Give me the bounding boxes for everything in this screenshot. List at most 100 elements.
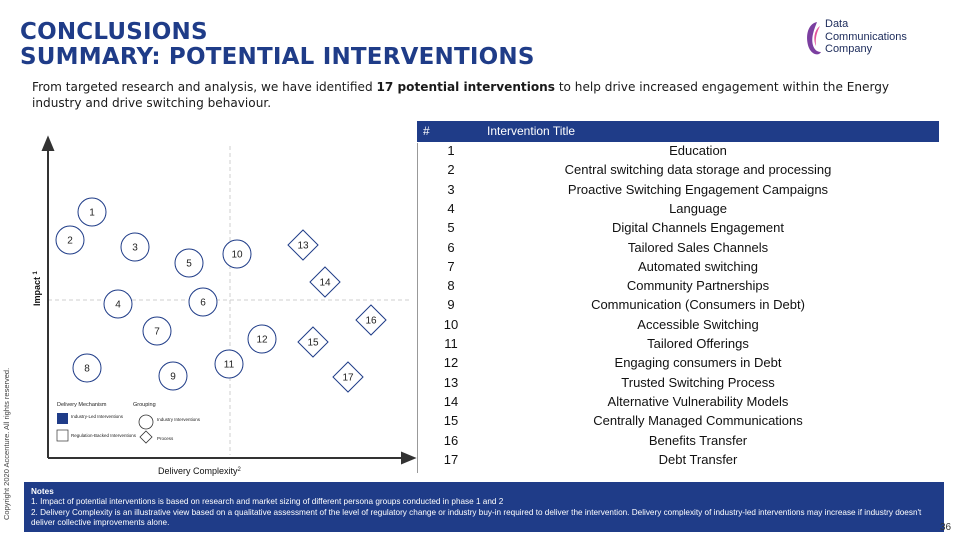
table-row: 9 Communication (Consumers in Debt): [418, 297, 940, 316]
legend-mechanism-title: Delivery Mechanism: [57, 402, 107, 408]
company-logo: Data Communications Company: [803, 18, 943, 60]
intervention-number: 9: [447, 297, 455, 313]
intervention-number: 4: [447, 200, 455, 216]
legend-regulation-swatch: [56, 429, 69, 442]
matrix-point-16: 16: [355, 304, 387, 336]
table-row: 11 Tailored Offerings: [418, 336, 940, 355]
intervention-title: Automated switching: [638, 258, 758, 274]
legend-regulation-label: Regulation-Backed Interventions: [71, 433, 137, 438]
point-circle: [214, 349, 244, 379]
table-header-number: #: [423, 124, 430, 138]
y-axis-label: Impact 1: [32, 270, 42, 306]
table-row: 4 Language: [418, 201, 940, 220]
table-row: 7 Automated switching: [418, 259, 940, 278]
intervention-number: 5: [447, 220, 455, 236]
table-header-title: Intervention Title: [487, 124, 576, 138]
title-line-1: CONCLUSIONS: [20, 19, 208, 45]
point-diamond: [309, 266, 341, 298]
intervention-number: 11: [444, 336, 458, 351]
logo-line-1: Data: [825, 18, 849, 30]
point-circle: [77, 197, 107, 227]
matrix-point-8: 8: [72, 353, 102, 383]
table-row: 15 Centrally Managed Communications: [418, 413, 940, 432]
table-row: 2 Central switching data storage and proc…: [418, 162, 940, 181]
intervention-number: 14: [443, 393, 459, 409]
point-label: 9: [170, 372, 176, 383]
matrix-point-17: 17: [332, 361, 364, 393]
intervention-title: Language: [669, 200, 727, 216]
point-circle: [174, 248, 204, 278]
intervention-title: Tailored Sales Channels: [627, 239, 769, 255]
point-circle: [188, 287, 218, 317]
table-row: 1 Education: [418, 143, 940, 162]
table-row: 8 Community Partnerships: [418, 278, 940, 297]
intervention-number: 17: [443, 451, 459, 467]
legend-industry-led-swatch: [57, 413, 68, 424]
notes-heading: Notes: [31, 487, 54, 496]
intervention-number: 1: [447, 143, 455, 158]
table-row: 10 Accessible Switching: [418, 317, 940, 336]
matrix-point-10: 10: [222, 239, 252, 269]
intervention-title: Trusted Switching Process: [621, 374, 775, 390]
intervention-number: 8: [447, 278, 455, 294]
intervention-title: Centrally Managed Communications: [593, 413, 803, 429]
intervention-number: 7: [447, 258, 455, 274]
intervention-number: 3: [447, 181, 455, 197]
point-label: 16: [365, 316, 377, 327]
table-row: 12 Engaging consumers in Debt: [418, 355, 940, 374]
intervention-title: Accessible Switching: [637, 316, 759, 332]
intervention-number: 13: [443, 374, 459, 390]
page-title: CONCLUSIONS SUMMARY: POTENTIAL INTERVENT…: [20, 20, 535, 70]
matrix-legend: Delivery Mechanism Industry-Led Interven…: [56, 402, 201, 444]
point-label: 15: [307, 338, 319, 349]
interventions-table: 1 Education 2 Central switching data storag…: [417, 143, 939, 473]
intervention-number: 12: [443, 355, 459, 371]
notes-line-2: 2. Delivery Complexity is an illustrativ…: [31, 507, 922, 527]
matrix-point-5: 5: [174, 248, 204, 278]
intervention-title: Community Partnerships: [626, 278, 770, 294]
point-diamond: [332, 361, 364, 393]
legend-diamond-swatch: [139, 430, 153, 444]
legend-process-label: Process: [157, 436, 174, 441]
intervention-number: 10: [443, 316, 459, 332]
logo-mark-icon: [807, 22, 821, 55]
y-axis-arrow-icon: [41, 135, 55, 151]
matrix-point-1: 1: [77, 197, 107, 227]
intro-text-bold: 17 potential interventions: [376, 80, 555, 94]
matrix-point-15: 15: [297, 326, 329, 358]
point-label: 10: [231, 250, 243, 261]
point-circle: [142, 316, 172, 346]
matrix-point-11: 11: [214, 349, 244, 379]
x-axis-label: Delivery Complexity2: [158, 466, 242, 476]
intervention-title: Digital Channels Engagement: [612, 220, 784, 236]
point-label: 4: [115, 300, 121, 311]
notes-box: Notes 1. Impact of potential interventio…: [24, 482, 944, 532]
point-label: 14: [319, 278, 331, 289]
point-label: 3: [132, 243, 138, 254]
matrix-point-9: 9: [158, 361, 188, 391]
logo-line-2: Communications: [825, 30, 907, 43]
intervention-title: Proactive Switching Engagement Campaigns: [567, 181, 829, 197]
point-diamond: [355, 304, 387, 336]
matrix-axes: [41, 135, 417, 465]
intervention-number: 16: [443, 432, 459, 448]
matrix-point-14: 14: [309, 266, 341, 298]
point-label: 8: [84, 364, 90, 375]
point-circle: [103, 289, 133, 319]
point-circle: [158, 361, 188, 391]
intervention-title: Tailored Offerings: [647, 336, 749, 351]
point-label: 6: [200, 298, 206, 309]
intro-paragraph: From targeted research and analysis, we …: [32, 79, 922, 111]
point-circle: [55, 225, 85, 255]
intro-text-before: From targeted research and analysis, we …: [32, 80, 377, 94]
legend-industry-led-label: Industry-Led Interventions: [71, 414, 124, 419]
table-row: 17 Debt Transfer: [418, 452, 940, 471]
matrix-point-7: 7: [142, 316, 172, 346]
logo-line-3: Company: [825, 43, 873, 55]
point-label: 17: [342, 373, 354, 384]
point-label: 5: [186, 259, 192, 270]
title-line-2: SUMMARY: POTENTIAL INTERVENTIONS: [20, 44, 535, 70]
legend-grouping-title: Grouping: [133, 402, 156, 408]
